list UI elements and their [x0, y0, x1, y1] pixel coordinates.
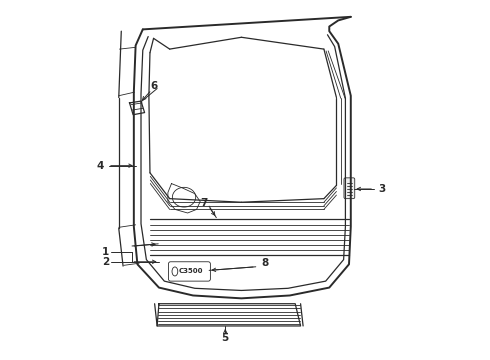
Text: 2: 2 [102, 257, 109, 267]
Text: 4: 4 [96, 161, 103, 171]
Text: C3500: C3500 [179, 269, 203, 274]
Text: 1: 1 [102, 247, 109, 257]
Text: 8: 8 [261, 258, 269, 268]
Text: 3: 3 [378, 184, 386, 194]
Text: 6: 6 [150, 81, 157, 91]
Text: 7: 7 [200, 198, 207, 208]
Text: 5: 5 [221, 333, 229, 343]
FancyBboxPatch shape [169, 262, 210, 281]
FancyBboxPatch shape [344, 178, 355, 199]
